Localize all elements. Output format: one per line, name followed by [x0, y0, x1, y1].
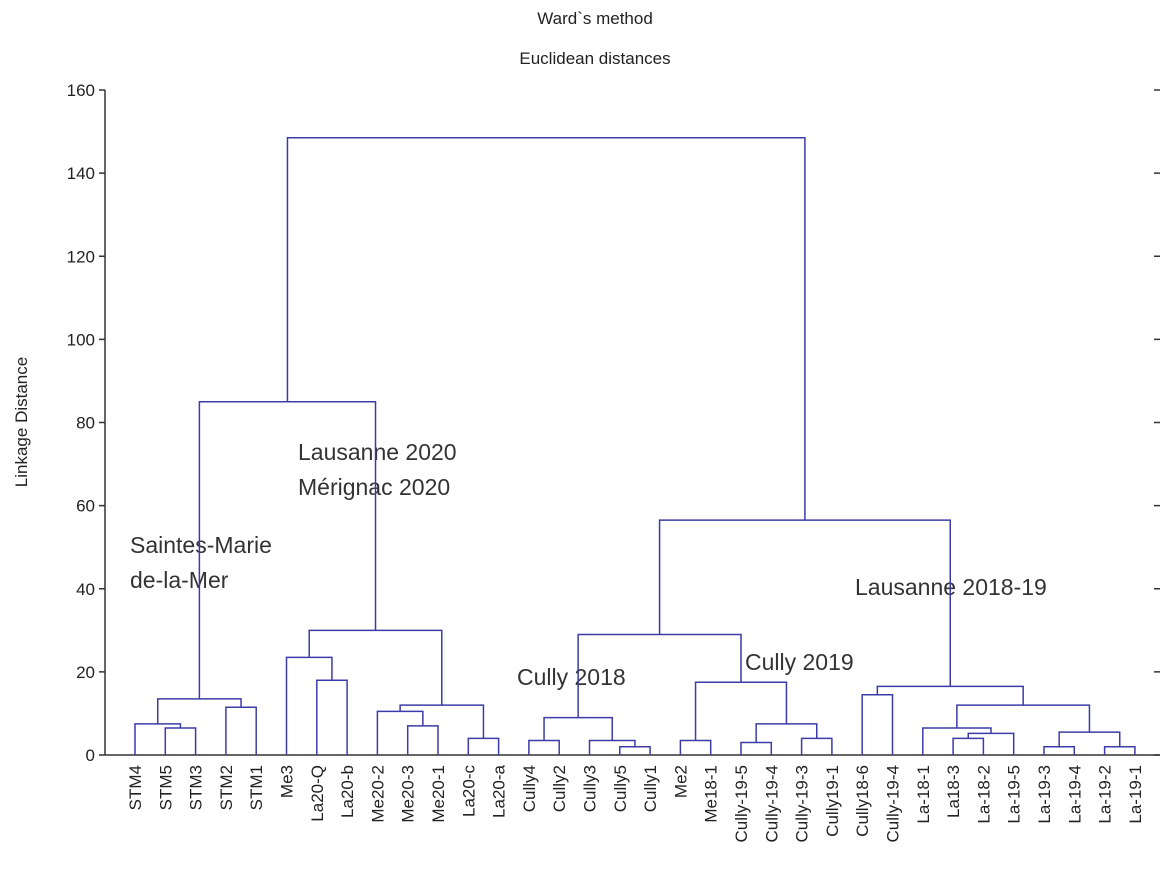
leaf-label: Cully-19-3	[793, 765, 812, 842]
annotation: Cully 2019	[745, 649, 854, 675]
y-tick-label: 60	[76, 497, 95, 516]
leaf-label: Cully1	[641, 765, 660, 812]
leaf-label: La-19-3	[1035, 765, 1054, 824]
annotation: de-la-Mer	[130, 567, 229, 593]
y-tick-label: 20	[76, 663, 95, 682]
merge-link	[198, 400, 377, 699]
y-tick-label: 40	[76, 580, 95, 599]
y-tick-label: 0	[86, 746, 95, 765]
leaf-label: Cully19-1	[823, 765, 842, 837]
annotation: Cully 2018	[517, 664, 626, 690]
merge-link	[952, 737, 985, 755]
y-tick-label: 120	[67, 247, 95, 266]
leaf-label: La20-b	[338, 765, 357, 818]
y-tick-label: 100	[67, 330, 95, 349]
leaf-label: La18-3	[944, 765, 963, 818]
merge-link	[694, 681, 788, 741]
y-tick-label: 80	[76, 414, 95, 433]
annotation: Mérignac 2020	[298, 474, 450, 500]
leaf-label: Me18-1	[702, 765, 721, 823]
merge-link	[156, 698, 242, 724]
merge-link	[286, 137, 806, 521]
merge-link	[1058, 731, 1121, 747]
leaf-label: La-19-1	[1126, 765, 1145, 824]
leaf-label: STM5	[156, 765, 175, 810]
merge-link	[740, 741, 773, 755]
leaf-label: La20-a	[490, 764, 509, 817]
leaf-label: La-18-1	[914, 765, 933, 824]
merge-link	[861, 693, 894, 755]
merge-link	[619, 745, 651, 755]
merge-link	[376, 710, 424, 755]
chart-subtitle: Euclidean distances	[519, 49, 670, 68]
leaf-label: Me20-2	[368, 765, 387, 823]
leaf-label: Cully5	[611, 765, 630, 812]
leaf-label: Cully-19-5	[732, 765, 751, 842]
leaf-label: STM1	[247, 765, 266, 810]
merge-link	[679, 739, 712, 755]
merge-link	[658, 519, 952, 687]
leaf-label: Me3	[278, 765, 297, 798]
leaf-label: STM4	[126, 765, 145, 810]
merge-link	[1043, 745, 1076, 755]
leaf-label: Cully4	[520, 765, 539, 812]
merge-link	[308, 629, 443, 706]
leaf-label: Me20-3	[399, 765, 418, 823]
leaf-label: La-19-2	[1096, 765, 1115, 824]
merge-link	[225, 706, 257, 755]
merge-link	[543, 716, 613, 741]
merge-link	[967, 732, 1015, 755]
leaf-label: La-18-2	[974, 765, 993, 824]
y-tick-label: 160	[67, 81, 95, 100]
merge-link	[755, 723, 818, 743]
merge-link	[164, 727, 197, 755]
merge-link	[316, 679, 348, 755]
merge-link	[528, 739, 560, 755]
leaf-label: La20-Q	[308, 765, 327, 822]
merge-link	[1103, 745, 1136, 755]
merge-link	[406, 725, 439, 755]
y-axis-label: Linkage Distance	[12, 357, 31, 487]
merge-link	[399, 704, 485, 739]
merge-link	[285, 656, 333, 755]
chart-title: Ward`s method	[537, 9, 653, 28]
merge-link	[876, 685, 1024, 706]
leaf-label: STM2	[217, 765, 236, 810]
leaf-label: La20-c	[459, 765, 478, 817]
leaf-label: STM3	[187, 765, 206, 810]
leaf-label: Me2	[671, 765, 690, 798]
leaf-label: La-19-5	[1005, 765, 1024, 824]
leaf-label: Cully3	[581, 765, 600, 812]
merge-link	[577, 633, 742, 718]
y-tick-label: 140	[67, 164, 95, 183]
leaf-label: Cully2	[550, 765, 569, 812]
merge-link	[588, 739, 636, 755]
leaf-label: Cully-19-4	[762, 765, 781, 842]
leaf-label: La-19-4	[1065, 765, 1084, 824]
merge-link	[467, 737, 500, 755]
leaf-label: Me20-1	[429, 765, 448, 823]
merge-link	[922, 727, 992, 755]
annotation: Lausanne 2020	[298, 439, 457, 465]
leaf-label: Cully-19-4	[884, 765, 903, 842]
annotation: Saintes-Marie	[130, 532, 272, 558]
merge-link	[800, 737, 833, 755]
leaf-label: Cully18-6	[853, 765, 872, 837]
